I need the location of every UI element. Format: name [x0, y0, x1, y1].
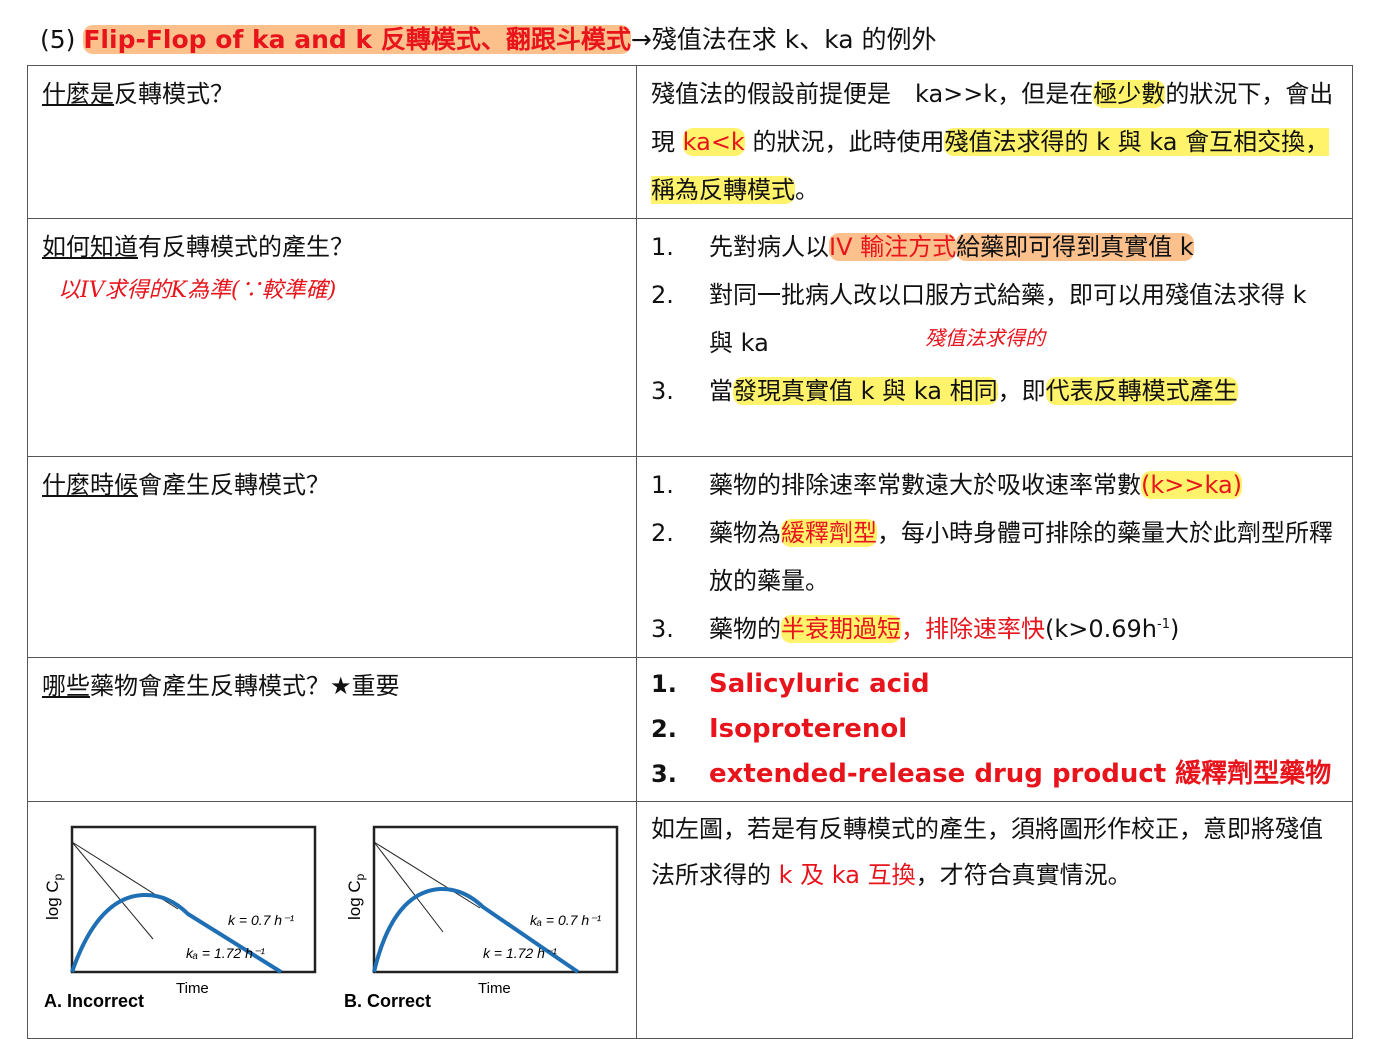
item-hl: 半衰期過短 [781, 615, 901, 643]
list-item: 3. extended-release drug product 緩釋劑型藥物 [651, 752, 1338, 797]
list-item: 1. 先對病人以IV 輸注方式給藥即可得到真實值 k [651, 233, 1194, 261]
q-text: 會產生反轉模式？ [138, 471, 330, 499]
q-underlined: 哪些 [42, 672, 90, 700]
table-row: log Cp k = 0.7 h⁻¹ kₐ = 1.72 h⁻¹ Time A.… [27, 801, 1353, 1039]
a-text: ，才符合真實情況。 [915, 861, 1132, 889]
y-axis-label: log Cp [43, 873, 65, 920]
flip-flop-table: 什麼是反轉模式？ 殘值法的假設前提便是 ka>>k，但是在極少數的狀況下，會出現… [27, 65, 1353, 1039]
answer-cell: 殘值法的假設前提便是 ka>>k，但是在極少數的狀況下，會出現 ka<k 的狀況… [636, 65, 1353, 219]
q-text: 藥物會產生反轉模式？★重要 [90, 672, 400, 700]
answer-cell: 如左圖，若是有反轉模式的產生，須將圖形作校正，意即將殘值法所求得的 k 及 ka… [636, 801, 1353, 1039]
a-text: 。 [795, 176, 819, 204]
drug-name: extended-release drug product 緩釋劑型藥物 [709, 759, 1332, 789]
title-suffix: →殘值法在求 k、ka 的例外 [630, 25, 937, 54]
a-hl: ka<k [682, 128, 745, 156]
list-item: 3. 當發現真實值 k 與 ka 相同，即代表反轉模式產生 [651, 377, 1238, 405]
upper-slope-label: k = 0.7 h⁻¹ [228, 912, 294, 928]
plot-frame [372, 825, 619, 974]
drug-name: Salicyluric acid [709, 669, 930, 699]
question-cell: 什麼是反轉模式？ [27, 65, 637, 219]
q-text: 有反轉模式的產生？ [138, 233, 354, 261]
list-item: 1. Salicyluric acid [651, 662, 1338, 707]
question-cell: 哪些藥物會產生反轉模式？★重要 [27, 657, 637, 802]
y-axis-label: log Cp [345, 873, 367, 920]
a-hl: 極少數 [1093, 80, 1166, 108]
item-text: ，即 [997, 377, 1046, 405]
answer-cell: 1. Salicyluric acid 2. Isoproterenol 3. ext… [636, 657, 1353, 802]
list-item: 2. 對同一批病人改以口服方式給藥，即可以用殘值法求得 k 與 ka [651, 271, 1338, 367]
item-text: (k>0.69h [1045, 615, 1158, 643]
item-hl: (k>>ka) [1141, 471, 1243, 499]
answer-cell: 1. 藥物的排除速率常數遠大於吸收速率常數(k>>ka) 2. 藥物為緩釋劑型，每小… [636, 456, 1353, 658]
item-text: 對同一批病人改以口服方式給藥，即可以用殘值法求得 k 與 ka [709, 281, 1307, 357]
list-item: 2. 藥物為緩釋劑型，每小時身體可排除的藥量大於此劑型所釋放的藥量。 [651, 519, 1333, 595]
chart-caption: B. Correct [344, 991, 431, 1011]
q-underlined: 什麼是 [42, 80, 114, 108]
list-item: 1. 藥物的排除速率常數遠大於吸收速率常數(k>>ka) [651, 471, 1243, 499]
concentration-curve [372, 886, 580, 974]
item-hl: 緩釋劑型 [781, 519, 877, 547]
lower-slope-label: k = 1.72 h⁻¹ [483, 945, 557, 961]
item-text: 藥物的 [709, 615, 781, 643]
item-text: 藥物為 [709, 519, 781, 547]
section-number: (5) [40, 25, 84, 54]
item-text: 當 [709, 377, 733, 405]
plot-frame [70, 825, 317, 974]
table-row: 哪些藥物會產生反轉模式？★重要 1. Salicyluric acid 2. Iso… [27, 657, 1353, 802]
item-hl: 發現真實值 k 與 ka 相同 [733, 377, 998, 405]
a-red: k 及 ka 互換 [778, 861, 916, 889]
q-text: 反轉模式？ [114, 80, 234, 108]
chart-b: log Cp kₐ = 0.7 h⁻¹ k = 1.72 h⁻¹ Time B.… [344, 825, 619, 1011]
a-text: 如左圖，若是有反轉模式的產生，須將圖形作校正，意即將殘值法所求得的 [651, 815, 1323, 889]
a-text: 的狀況下，會出現 [651, 80, 1334, 156]
question-cell: 如何知道有反轉模式的產生？ 以IV求得的K為準(∵較準確) [27, 218, 637, 457]
chart-a: log Cp k = 0.7 h⁻¹ kₐ = 1.72 h⁻¹ Time A.… [43, 825, 317, 1011]
upper-slope-label: kₐ = 0.7 h⁻¹ [530, 912, 602, 928]
elimination-line [373, 841, 444, 933]
absorption-line [71, 841, 154, 940]
handwritten-inline-note: 殘值法求得的 [925, 326, 1045, 350]
item-text: ，每小時身體可排除的藥量大於此劑型所釋放的藥量。 [709, 519, 1333, 595]
item-text: 藥物的排除速率常數遠大於吸收速率常數 [709, 471, 1141, 499]
table-row: 什麼是反轉模式？ 殘值法的假設前提便是 ka>>k，但是在極少數的狀況下，會出現… [27, 65, 1353, 219]
table-row: 如何知道有反轉模式的產生？ 以IV求得的K為準(∵較準確) 1. 先對病人以IV 輸… [27, 218, 1353, 457]
q-underlined: 什麼時候 [42, 471, 138, 499]
item-hl: 代表反轉模式產生 [1045, 377, 1238, 405]
figure-cell: log Cp k = 0.7 h⁻¹ kₐ = 1.72 h⁻¹ Time A.… [27, 801, 637, 1039]
answer-cell: 1. 先對病人以IV 輸注方式給藥即可得到真實值 k 2. 對同一批病人改以口服方式… [636, 218, 1353, 457]
item-hl: 給藥即可得到真實值 k [956, 233, 1194, 261]
x-axis-label: Time [478, 980, 511, 997]
item-text: 先對病人以 [709, 233, 829, 261]
chart-caption: A. Incorrect [44, 991, 144, 1011]
item-text: ，排除速率快 [901, 615, 1045, 643]
lower-slope-label: kₐ = 1.72 h⁻¹ [186, 945, 265, 961]
title-highlight: Flip-Flop of ka and k 反轉模式、翻跟斗模式 [83, 25, 631, 54]
question-cell: 什麼時候會產生反轉模式？ [27, 456, 637, 658]
table-row: 什麼時候會產生反轉模式？ 1. 藥物的排除速率常數遠大於吸收速率常數(k>>ka)… [27, 456, 1353, 658]
absorption-line [373, 841, 481, 909]
list-item: 2. Isoproterenol [651, 707, 1338, 752]
drug-name: Isoproterenol [709, 714, 908, 744]
a-text: 殘值法的假設前提便是 ka>>k，但是在 [651, 80, 1094, 108]
superscript: -1 [1157, 617, 1170, 632]
x-axis-label: Time [176, 980, 209, 997]
item-text: ) [1170, 615, 1180, 643]
section-title: (5) Flip-Flop of ka and k 反轉模式、翻跟斗模式→殘值法… [40, 20, 937, 56]
handwritten-note: 以IV求得的K為準(∵較準確) [58, 278, 337, 303]
flip-flop-figure: log Cp k = 0.7 h⁻¹ kₐ = 1.72 h⁻¹ Time A.… [43, 825, 619, 1011]
item-hl: IV 輸注方式 [829, 233, 957, 261]
a-text: 的狀況，此時使用 [744, 128, 945, 156]
list-item: 3. 藥物的半衰期過短，排除速率快(k>0.69h-1) [651, 615, 1180, 643]
q-underlined: 如何知道 [42, 233, 138, 261]
concentration-curve [70, 892, 283, 974]
